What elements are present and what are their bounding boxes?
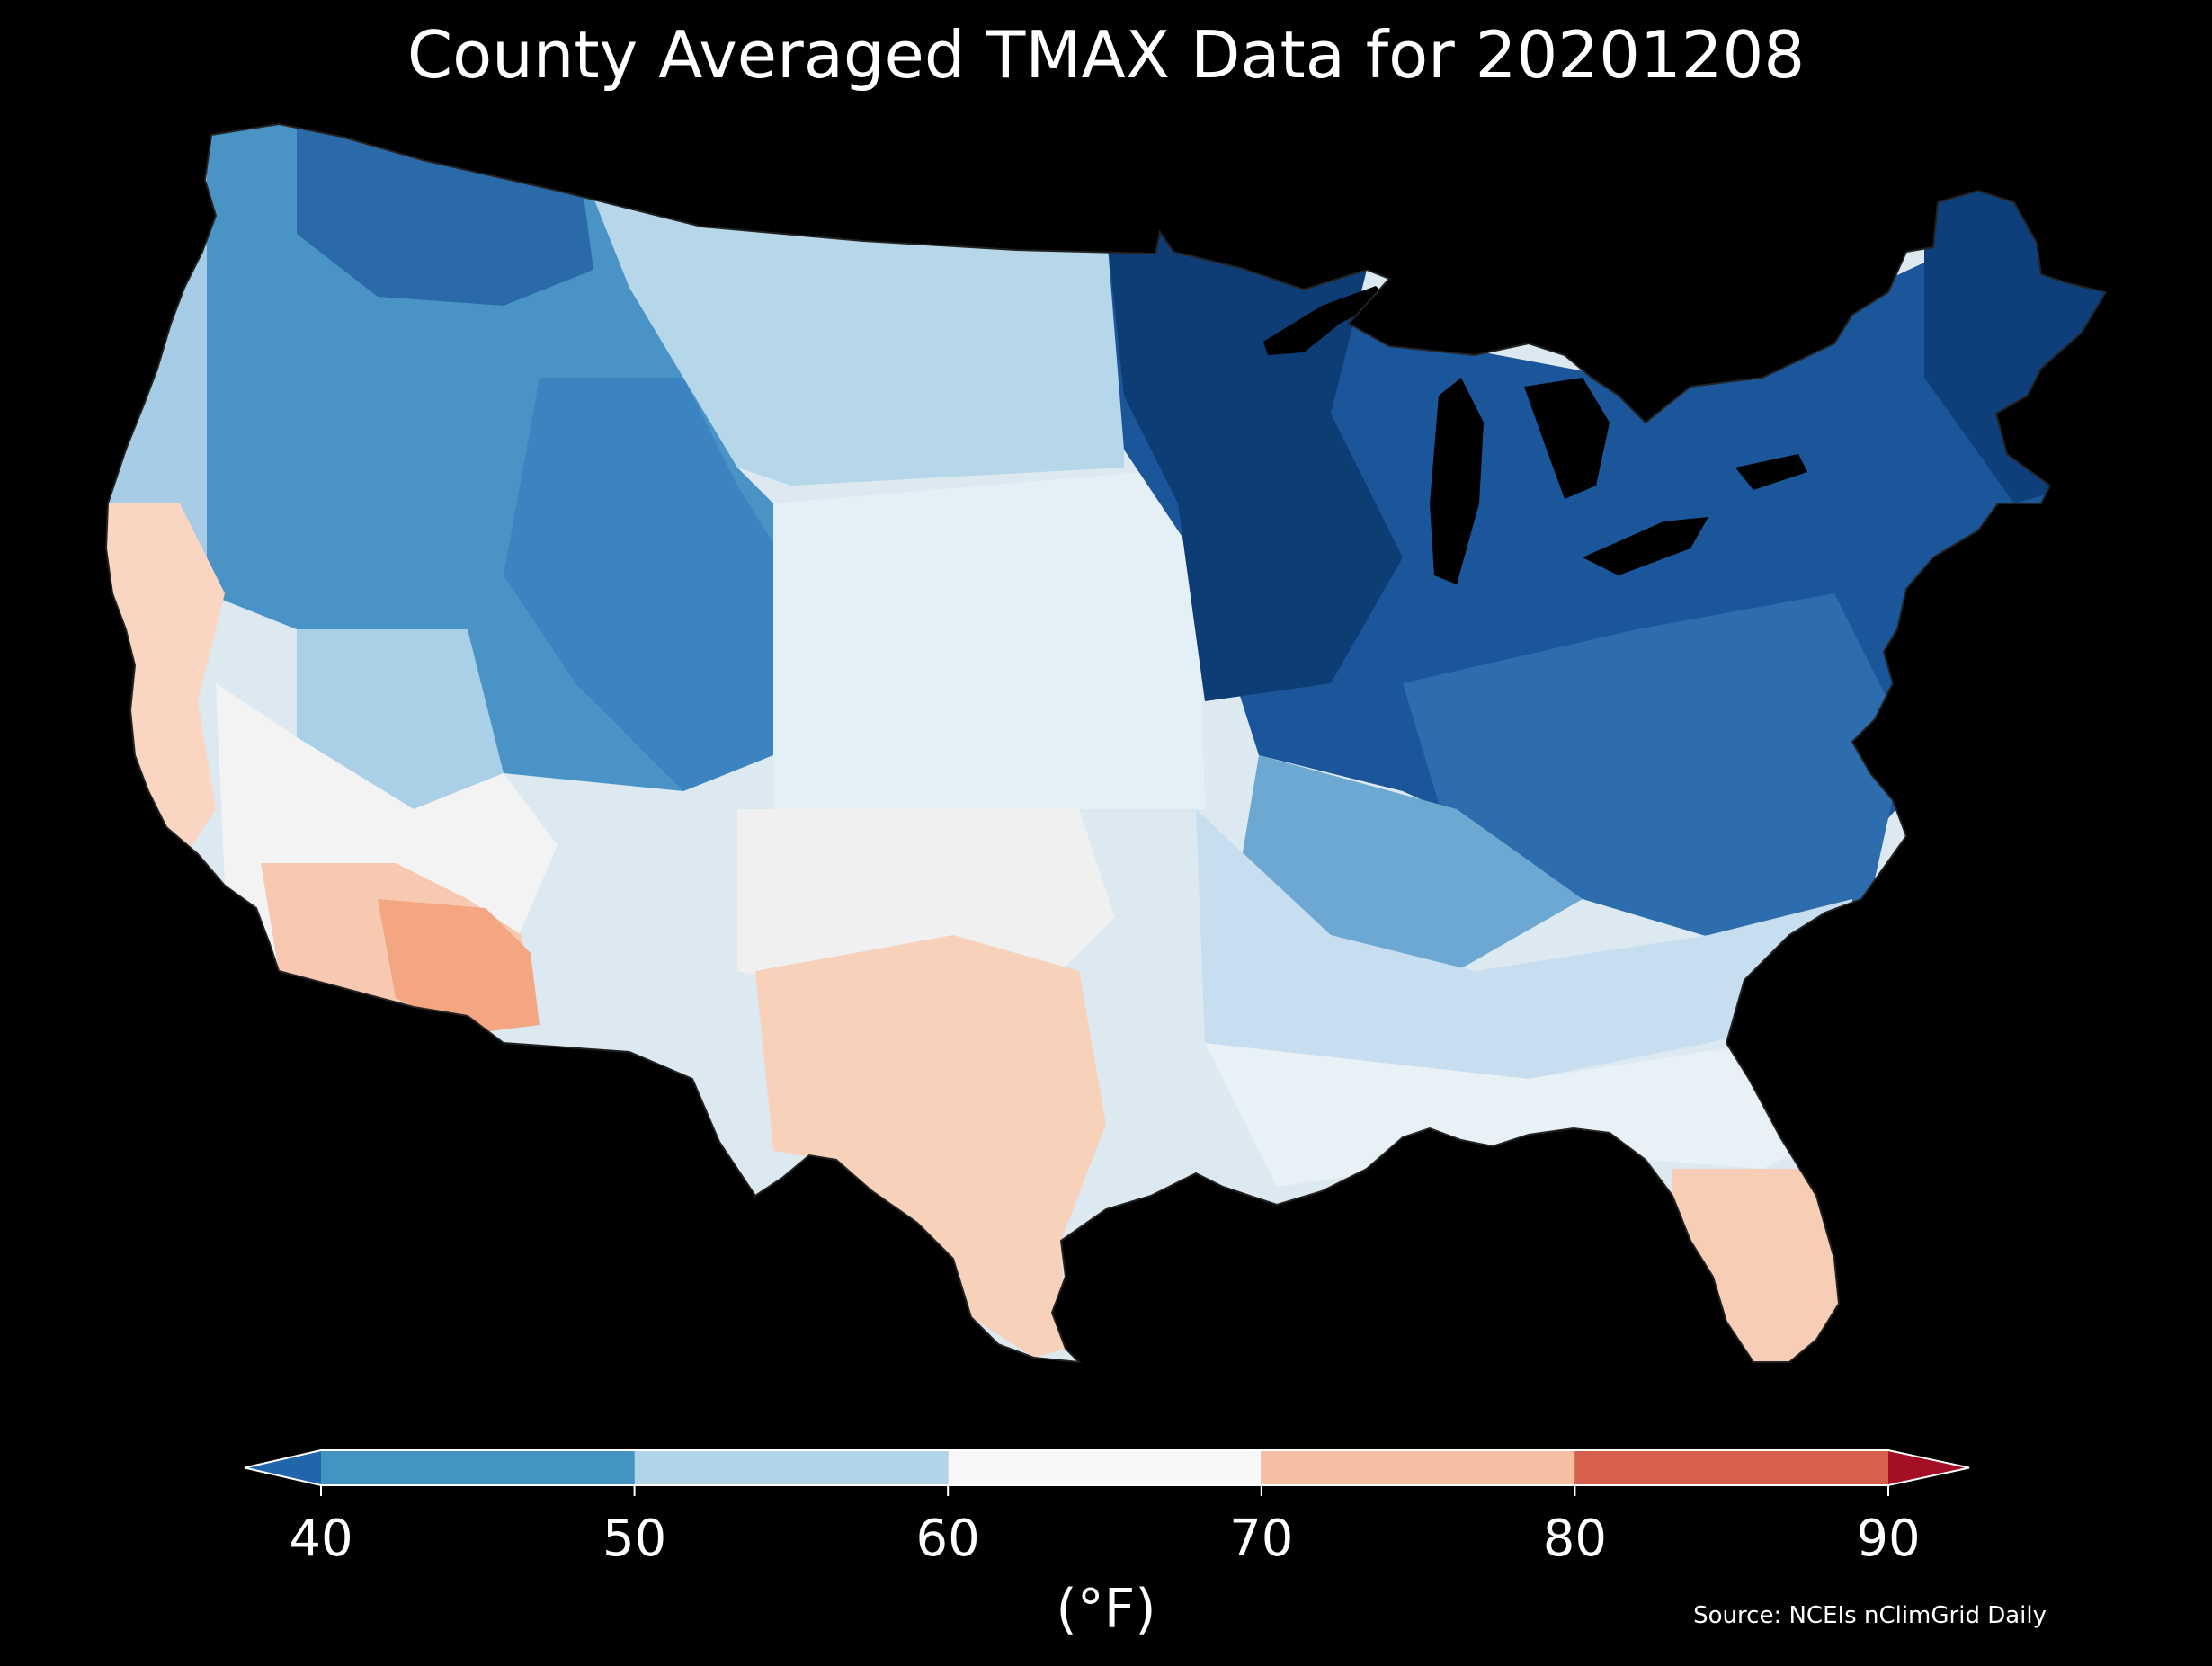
- region-nevada: [297, 629, 504, 809]
- colorbar-bin-40-50: [321, 1450, 635, 1485]
- region-arizona-desert: [378, 899, 540, 1034]
- region-florida-peninsula: [1672, 1169, 1852, 1362]
- colorbar-bin-80-90: [1574, 1450, 1888, 1485]
- colorbar-unit-label: (°F): [1056, 1578, 1156, 1641]
- colorbar-extend-low: [245, 1450, 321, 1485]
- colorbar-extend-high: [1888, 1450, 1969, 1485]
- map-title: County Averaged TMAX Data for 20201208: [406, 17, 1806, 93]
- colorbar-tick-label: 80: [1542, 1510, 1608, 1568]
- region-tennessee-carolinas: [1196, 809, 1852, 1097]
- region-central-plains: [773, 468, 1205, 809]
- lake-ontario: [1735, 454, 1807, 490]
- lake-erie: [1583, 517, 1708, 575]
- lake-michigan: [1430, 378, 1484, 584]
- source-note: Source: NCEIs nClimGrid Daily: [1693, 1602, 2047, 1629]
- region-mid-mississippi: [1241, 755, 1583, 971]
- region-great-basin: [504, 378, 782, 791]
- colorbar-tick-label: 70: [1229, 1510, 1294, 1568]
- colorbar-bin-60-70: [948, 1450, 1262, 1485]
- colorbar-tick-label: 40: [289, 1510, 353, 1568]
- region-northern-plains: [593, 198, 1124, 486]
- region-gulf-coast: [1205, 1043, 1834, 1187]
- colorbar-bin-70-80: [1261, 1450, 1575, 1485]
- lake-superior: [1263, 286, 1389, 355]
- colorbar: [244, 1449, 1970, 1496]
- colorbar-tick-label: 60: [915, 1510, 980, 1568]
- lake-huron: [1524, 378, 1610, 499]
- great-lakes: [1263, 286, 1807, 584]
- region-south-texas: [755, 935, 1106, 1358]
- colorbar-tick-label: 50: [602, 1510, 667, 1568]
- region-upper-midwest: [1106, 225, 1403, 701]
- colorbar-bin-50-60: [634, 1450, 949, 1485]
- colorbar-tick-label: 90: [1856, 1510, 1921, 1568]
